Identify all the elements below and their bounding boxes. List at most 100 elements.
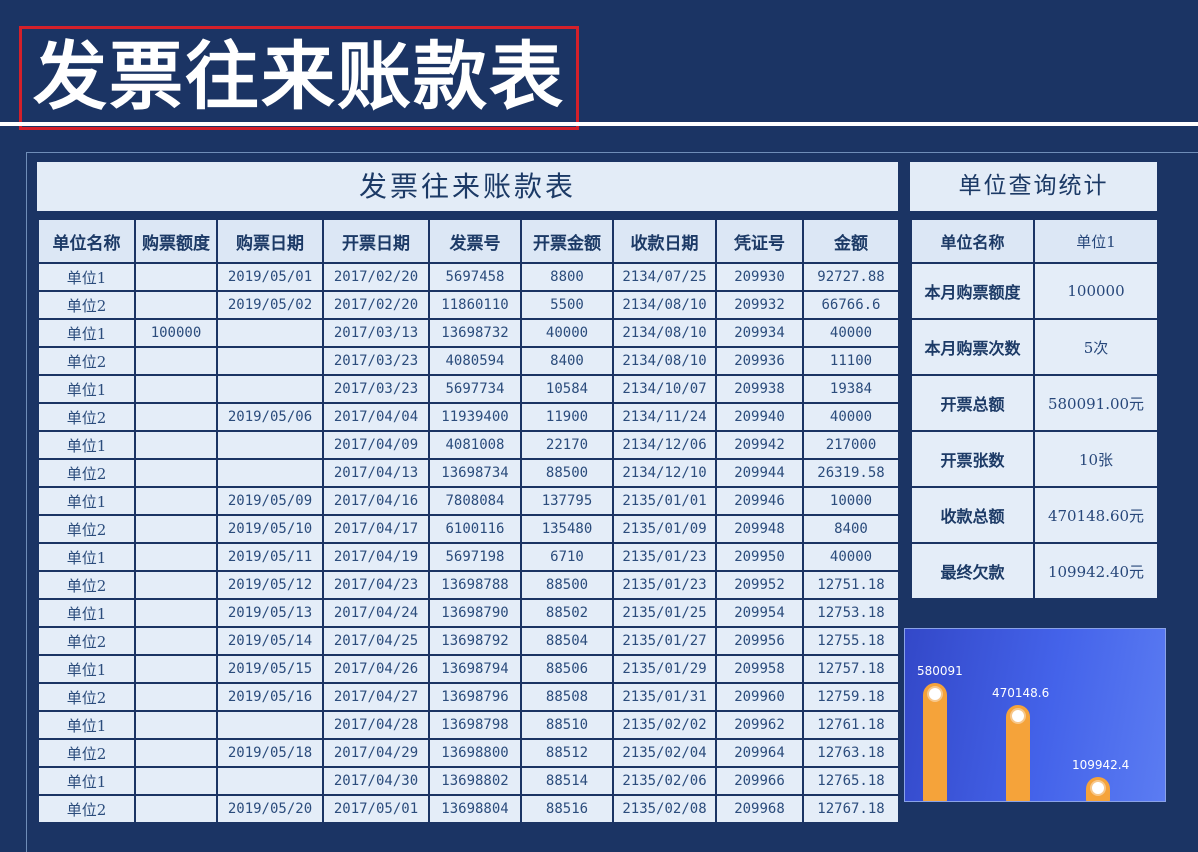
col-purchase-date[interactable]: 购票日期 xyxy=(218,220,322,262)
table-cell[interactable]: 12763.18 xyxy=(804,740,898,766)
unit-name-cell[interactable]: 单位2 xyxy=(39,460,134,486)
table-cell[interactable]: 2135/02/08 xyxy=(614,796,715,822)
table-cell[interactable]: 26319.58 xyxy=(804,460,898,486)
table-cell[interactable]: 13698732 xyxy=(430,320,520,346)
table-cell[interactable] xyxy=(218,432,322,458)
table-cell[interactable]: 2134/10/07 xyxy=(614,376,715,402)
table-cell[interactable]: 2134/07/25 xyxy=(614,264,715,290)
unit-name-cell[interactable]: 单位1 xyxy=(39,768,134,794)
col-receipt-date[interactable]: 收款日期 xyxy=(614,220,715,262)
table-cell[interactable]: 217000 xyxy=(804,432,898,458)
unit-name-cell[interactable]: 单位2 xyxy=(39,348,134,374)
table-cell[interactable]: 100000 xyxy=(136,320,216,346)
table-cell[interactable]: 2017/03/23 xyxy=(324,376,428,402)
table-cell[interactable]: 88504 xyxy=(522,628,612,654)
table-cell[interactable]: 209942 xyxy=(717,432,802,458)
table-cell[interactable]: 13698794 xyxy=(430,656,520,682)
table-cell[interactable]: 2017/04/13 xyxy=(324,460,428,486)
table-cell[interactable]: 8400 xyxy=(522,348,612,374)
table-cell[interactable]: 6100116 xyxy=(430,516,520,542)
table-cell[interactable]: 12759.18 xyxy=(804,684,898,710)
unit-name-cell[interactable]: 单位2 xyxy=(39,292,134,318)
table-cell[interactable]: 12767.18 xyxy=(804,796,898,822)
table-cell[interactable]: 2017/02/20 xyxy=(324,292,428,318)
table-cell[interactable] xyxy=(136,516,216,542)
table-cell[interactable] xyxy=(136,600,216,626)
table-cell[interactable]: 2135/01/23 xyxy=(614,544,715,570)
col-invoice-amount[interactable]: 开票金额 xyxy=(522,220,612,262)
table-cell[interactable] xyxy=(136,544,216,570)
table-cell[interactable]: 209956 xyxy=(717,628,802,654)
table-cell[interactable]: 209966 xyxy=(717,768,802,794)
table-cell[interactable]: 19384 xyxy=(804,376,898,402)
table-cell[interactable]: 2135/01/01 xyxy=(614,488,715,514)
table-cell[interactable]: 209958 xyxy=(717,656,802,682)
col-invoice-date[interactable]: 开票日期 xyxy=(324,220,428,262)
table-cell[interactable]: 2017/04/27 xyxy=(324,684,428,710)
table-cell[interactable]: 2017/04/23 xyxy=(324,572,428,598)
table-cell[interactable]: 4080594 xyxy=(430,348,520,374)
table-cell[interactable]: 2017/02/20 xyxy=(324,264,428,290)
table-cell[interactable]: 209944 xyxy=(717,460,802,486)
table-cell[interactable] xyxy=(218,768,322,794)
table-cell[interactable]: 209960 xyxy=(717,684,802,710)
table-cell[interactable]: 88508 xyxy=(522,684,612,710)
table-cell[interactable]: 8800 xyxy=(522,264,612,290)
table-cell[interactable]: 10584 xyxy=(522,376,612,402)
table-cell[interactable]: 2017/04/04 xyxy=(324,404,428,430)
table-cell[interactable] xyxy=(136,740,216,766)
table-cell[interactable] xyxy=(218,348,322,374)
table-cell[interactable]: 2019/05/11 xyxy=(218,544,322,570)
table-cell[interactable]: 11939400 xyxy=(430,404,520,430)
unit-name-cell[interactable]: 单位1 xyxy=(39,376,134,402)
table-cell[interactable]: 12751.18 xyxy=(804,572,898,598)
table-cell[interactable]: 12755.18 xyxy=(804,628,898,654)
unit-name-cell[interactable]: 单位2 xyxy=(39,516,134,542)
table-cell[interactable]: 40000 xyxy=(522,320,612,346)
table-cell[interactable]: 209950 xyxy=(717,544,802,570)
unit-name-cell[interactable]: 单位1 xyxy=(39,600,134,626)
col-unit-name[interactable]: 单位名称 xyxy=(39,220,134,262)
table-cell[interactable]: 88500 xyxy=(522,572,612,598)
unit-name-cell[interactable]: 单位1 xyxy=(39,488,134,514)
table-cell[interactable]: 6710 xyxy=(522,544,612,570)
table-cell[interactable]: 12757.18 xyxy=(804,656,898,682)
unit-name-cell[interactable]: 单位1 xyxy=(39,320,134,346)
table-cell[interactable]: 2134/11/24 xyxy=(614,404,715,430)
unit-name-cell[interactable]: 单位1 xyxy=(39,432,134,458)
unit-name-cell[interactable]: 单位2 xyxy=(39,740,134,766)
table-cell[interactable]: 137795 xyxy=(522,488,612,514)
table-cell[interactable]: 40000 xyxy=(804,544,898,570)
table-cell[interactable] xyxy=(136,348,216,374)
table-cell[interactable]: 209946 xyxy=(717,488,802,514)
table-cell[interactable]: 2019/05/13 xyxy=(218,600,322,626)
table-cell[interactable]: 2019/05/16 xyxy=(218,684,322,710)
table-cell[interactable]: 88516 xyxy=(522,796,612,822)
table-cell[interactable]: 2135/01/09 xyxy=(614,516,715,542)
table-cell[interactable] xyxy=(136,376,216,402)
table-cell[interactable]: 5697198 xyxy=(430,544,520,570)
table-cell[interactable]: 13698798 xyxy=(430,712,520,738)
table-cell[interactable]: 2017/04/28 xyxy=(324,712,428,738)
table-cell[interactable]: 7808084 xyxy=(430,488,520,514)
table-cell[interactable]: 2135/01/23 xyxy=(614,572,715,598)
table-cell[interactable]: 5697458 xyxy=(430,264,520,290)
table-cell[interactable]: 13698800 xyxy=(430,740,520,766)
table-cell[interactable]: 10000 xyxy=(804,488,898,514)
table-cell[interactable]: 2017/04/30 xyxy=(324,768,428,794)
table-cell[interactable]: 2134/12/10 xyxy=(614,460,715,486)
table-cell[interactable]: 13698796 xyxy=(430,684,520,710)
col-invoice-number[interactable]: 发票号 xyxy=(430,220,520,262)
unit-name-cell[interactable]: 单位1 xyxy=(39,544,134,570)
table-cell[interactable]: 209938 xyxy=(717,376,802,402)
table-cell[interactable]: 2017/04/19 xyxy=(324,544,428,570)
table-cell[interactable]: 2019/05/12 xyxy=(218,572,322,598)
table-cell[interactable]: 13698792 xyxy=(430,628,520,654)
table-cell[interactable]: 209940 xyxy=(717,404,802,430)
table-cell[interactable] xyxy=(136,572,216,598)
table-cell[interactable]: 2135/02/02 xyxy=(614,712,715,738)
unit-name-cell[interactable]: 单位1 xyxy=(39,656,134,682)
table-cell[interactable] xyxy=(136,460,216,486)
table-cell[interactable]: 11860110 xyxy=(430,292,520,318)
table-cell[interactable]: 2135/02/06 xyxy=(614,768,715,794)
